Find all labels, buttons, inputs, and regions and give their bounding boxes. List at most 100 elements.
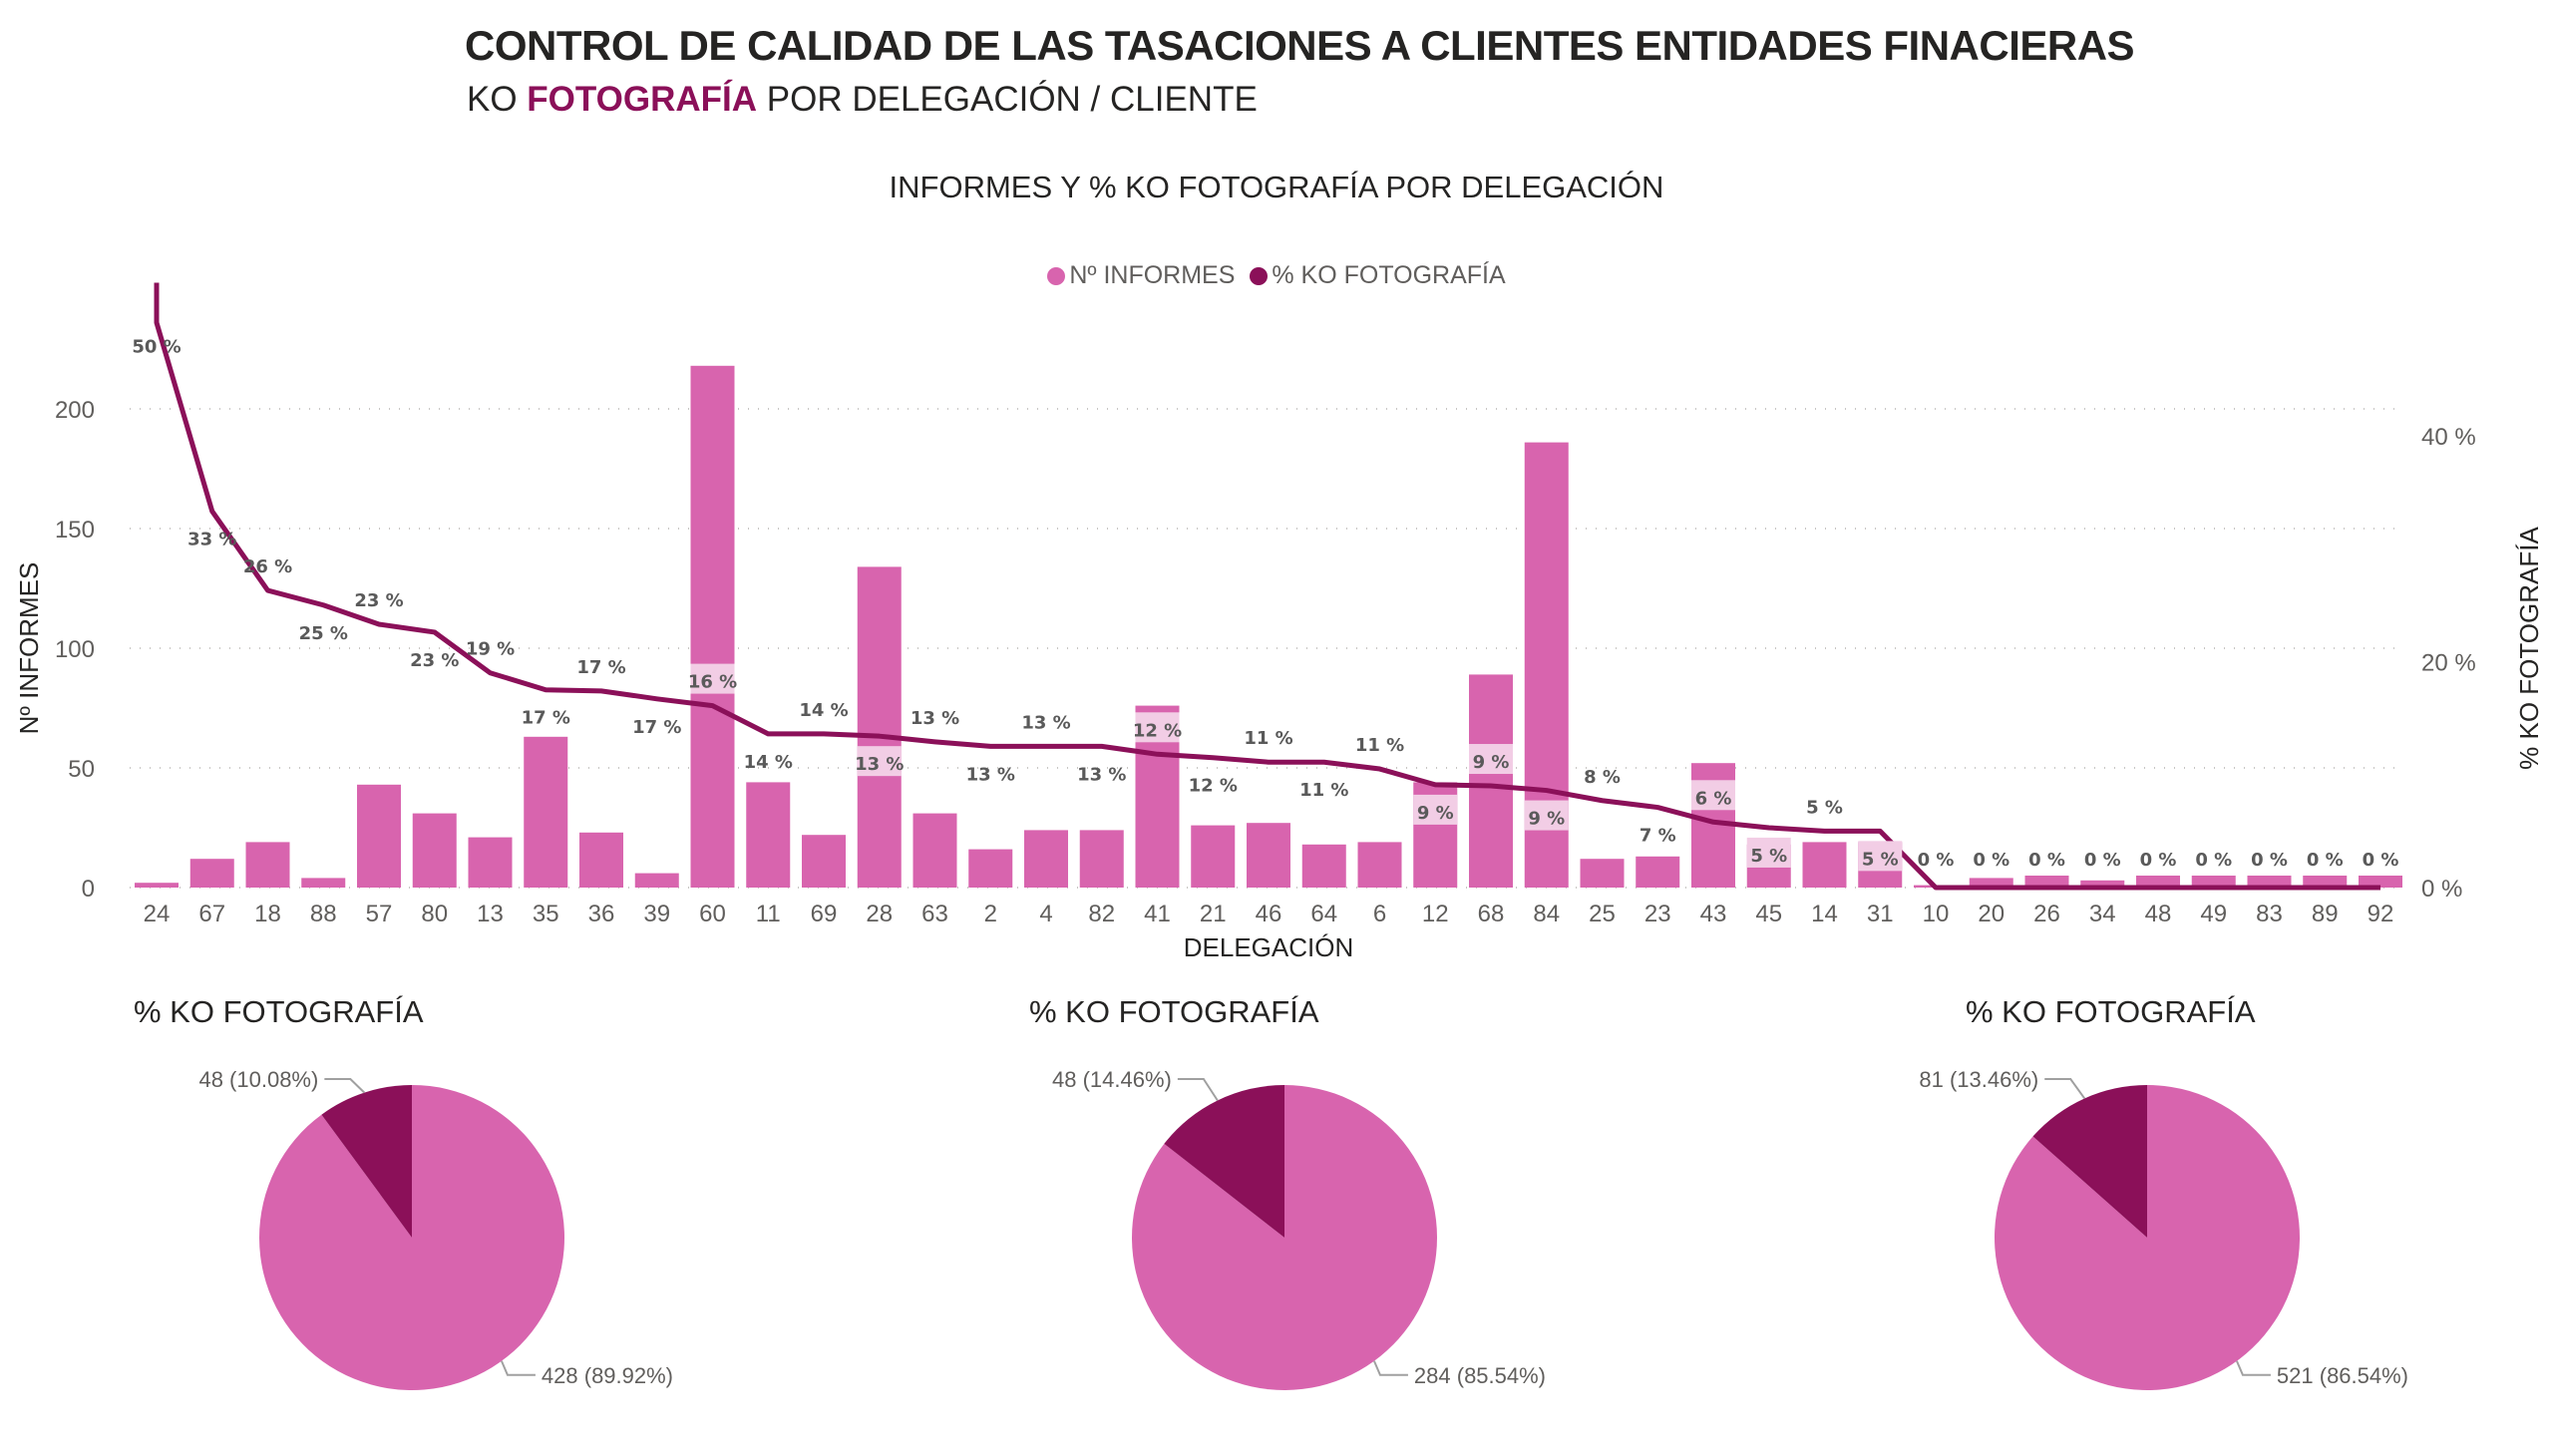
bar bbox=[2303, 876, 2348, 888]
ko-line bbox=[154, 282, 2380, 891]
x-tick-label: 68 bbox=[1478, 901, 1505, 927]
bar bbox=[1580, 859, 1625, 888]
data-label: 8 % bbox=[1584, 767, 1621, 788]
y-tick-label: 200 bbox=[55, 397, 95, 424]
pie-label-ok: 284 (85.54%) bbox=[1414, 1363, 1546, 1388]
x-tick-label: 69 bbox=[811, 901, 838, 927]
y2-tick-label: 40 % bbox=[2421, 424, 2476, 451]
data-label: 33 % bbox=[187, 530, 236, 550]
data-label: 7 % bbox=[1640, 826, 1676, 847]
x-tick-label: 13 bbox=[477, 901, 504, 927]
x-tick-label: 25 bbox=[1589, 901, 1616, 927]
data-label: 11 % bbox=[1355, 735, 1404, 756]
data-label: 9 % bbox=[1473, 752, 1510, 773]
x-axis-title: DELEGACIÓN bbox=[1184, 932, 1354, 962]
bar bbox=[301, 878, 346, 888]
data-label-background bbox=[1858, 841, 1903, 872]
legend-item-informes[interactable]: Nº INFORMES bbox=[1047, 261, 1235, 290]
x-tick-label: 36 bbox=[588, 901, 615, 927]
bar bbox=[1469, 674, 1513, 888]
bar bbox=[1802, 842, 1847, 888]
x-tick-label: 89 bbox=[2312, 901, 2339, 927]
data-label: 0 % bbox=[2140, 850, 2177, 871]
pie-slice-ok bbox=[258, 1085, 564, 1390]
pie-label-ok: 428 (89.92%) bbox=[542, 1363, 673, 1388]
x-tick-label: 2 bbox=[984, 901, 997, 927]
data-label: 0 % bbox=[2363, 850, 2399, 871]
data-label: 23 % bbox=[354, 590, 403, 611]
x-tick-label: 26 bbox=[2033, 901, 2060, 927]
bar bbox=[690, 365, 735, 888]
x-tick-label: 11 bbox=[756, 901, 781, 927]
data-label: 0 % bbox=[2028, 850, 2065, 871]
pie-leader-line bbox=[1177, 1078, 1219, 1102]
bar bbox=[412, 813, 457, 888]
x-tick-label: 35 bbox=[533, 901, 559, 927]
bar bbox=[1024, 830, 1068, 888]
data-label: 23 % bbox=[410, 650, 459, 671]
data-label: 11 % bbox=[1299, 780, 1348, 801]
x-tick-label: 48 bbox=[2145, 901, 2172, 927]
x-tick-label: 10 bbox=[1923, 901, 1950, 927]
data-label-background bbox=[690, 663, 735, 694]
data-label-background bbox=[1413, 794, 1458, 825]
x-tick-label: 84 bbox=[1533, 901, 1560, 927]
data-label: 9 % bbox=[1528, 809, 1565, 830]
data-label: 11 % bbox=[1244, 728, 1292, 749]
data-label-background bbox=[857, 746, 902, 777]
data-label: 6 % bbox=[1695, 788, 1732, 809]
x-tick-label: 6 bbox=[1373, 901, 1386, 927]
y-tick-label: 0 bbox=[82, 876, 95, 903]
bar bbox=[2080, 880, 2125, 888]
x-tick-label: 82 bbox=[1088, 901, 1115, 927]
bar bbox=[2136, 876, 2180, 888]
chart-legend: Nº INFORMES % KO FOTOGRAFÍA bbox=[0, 261, 2553, 292]
data-label: 14 % bbox=[744, 752, 793, 773]
data-label: 14 % bbox=[799, 700, 848, 721]
legend-item-ko[interactable]: % KO FOTOGRAFÍA bbox=[1250, 261, 1506, 290]
data-label: 19 % bbox=[466, 639, 515, 660]
x-tick-label: 64 bbox=[1310, 901, 1337, 927]
bar bbox=[1301, 844, 1346, 888]
data-label-background bbox=[1524, 800, 1569, 831]
data-label: 16 % bbox=[688, 672, 737, 693]
data-label: 26 % bbox=[243, 556, 292, 577]
x-tick-label: 28 bbox=[866, 901, 893, 927]
x-tick-label: 21 bbox=[1200, 901, 1227, 927]
x-tick-label: 18 bbox=[254, 901, 281, 927]
pie-label-ok: 521 (86.54%) bbox=[2277, 1363, 2408, 1388]
data-label-background bbox=[1746, 837, 1791, 868]
bar bbox=[1357, 842, 1402, 888]
x-tick-label: 92 bbox=[2368, 901, 2394, 927]
x-tick-label: 43 bbox=[1700, 901, 1727, 927]
bar bbox=[2191, 876, 2236, 888]
subtitle-highlight: FOTOGRAFÍA bbox=[527, 80, 758, 119]
x-tick-label: 20 bbox=[1978, 901, 2005, 927]
bar bbox=[468, 837, 513, 888]
data-label: 5 % bbox=[1862, 849, 1899, 870]
data-label: 0 % bbox=[2084, 850, 2121, 871]
y2-tick-label: 20 % bbox=[2421, 649, 2476, 676]
y-axis-title: Nº INFORMES bbox=[14, 562, 44, 735]
x-tick-label: 34 bbox=[2089, 901, 2116, 927]
pie-leader-line bbox=[2044, 1078, 2086, 1100]
bar bbox=[1969, 878, 2013, 888]
bar bbox=[1636, 856, 1680, 888]
pie-leader-line bbox=[2236, 1360, 2271, 1376]
pie-slice-ko bbox=[321, 1085, 412, 1238]
subtitle-suffix: POR DELEGACIÓN / CLIENTE bbox=[757, 80, 1258, 119]
data-label: 17 % bbox=[576, 657, 625, 678]
data-label: 5 % bbox=[1750, 846, 1787, 867]
pie-chart: % KO FOTOGRAFÍA 48 (14.46%) 284 (85.54%) bbox=[1029, 994, 1546, 1390]
x-tick-label: 4 bbox=[1039, 901, 1052, 927]
pie-leader-line bbox=[501, 1360, 536, 1376]
pie-title: % KO FOTOGRAFÍA bbox=[1029, 994, 1319, 1029]
x-tick-label: 83 bbox=[2256, 901, 2283, 927]
data-label: 0 % bbox=[2251, 850, 2288, 871]
x-tick-label: 39 bbox=[643, 901, 670, 927]
y2-tick-label: 0 % bbox=[2421, 876, 2462, 903]
bar bbox=[1247, 823, 1290, 888]
x-tick-label: 31 bbox=[1867, 901, 1894, 927]
pie-label-ko: 48 (14.46%) bbox=[1052, 1067, 1172, 1092]
